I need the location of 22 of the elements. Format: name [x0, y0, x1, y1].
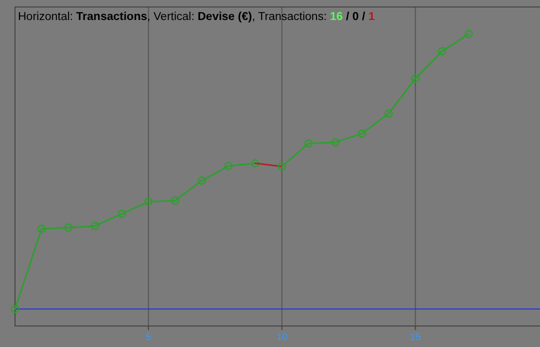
point — [384, 109, 393, 118]
x-tick-label: 10 — [276, 332, 288, 343]
point — [251, 159, 260, 168]
point — [331, 138, 340, 146]
x-tick-label: 5 — [146, 332, 152, 343]
point — [304, 139, 313, 148]
point — [170, 196, 180, 205]
point — [144, 198, 153, 206]
point — [224, 162, 233, 170]
point — [10, 304, 20, 314]
point — [90, 222, 100, 230]
point — [64, 223, 73, 232]
point — [278, 162, 286, 171]
point — [358, 129, 366, 138]
x-tick-label: 15 — [410, 332, 422, 343]
point — [118, 210, 126, 218]
point — [464, 30, 473, 38]
chart-title: Horizontal: Transactions, Vertical: Devise (€), Transactions: 16 / 0 / 1 — [18, 11, 375, 23]
point — [38, 224, 46, 233]
point — [438, 47, 446, 56]
point — [198, 176, 206, 185]
point — [411, 74, 420, 83]
